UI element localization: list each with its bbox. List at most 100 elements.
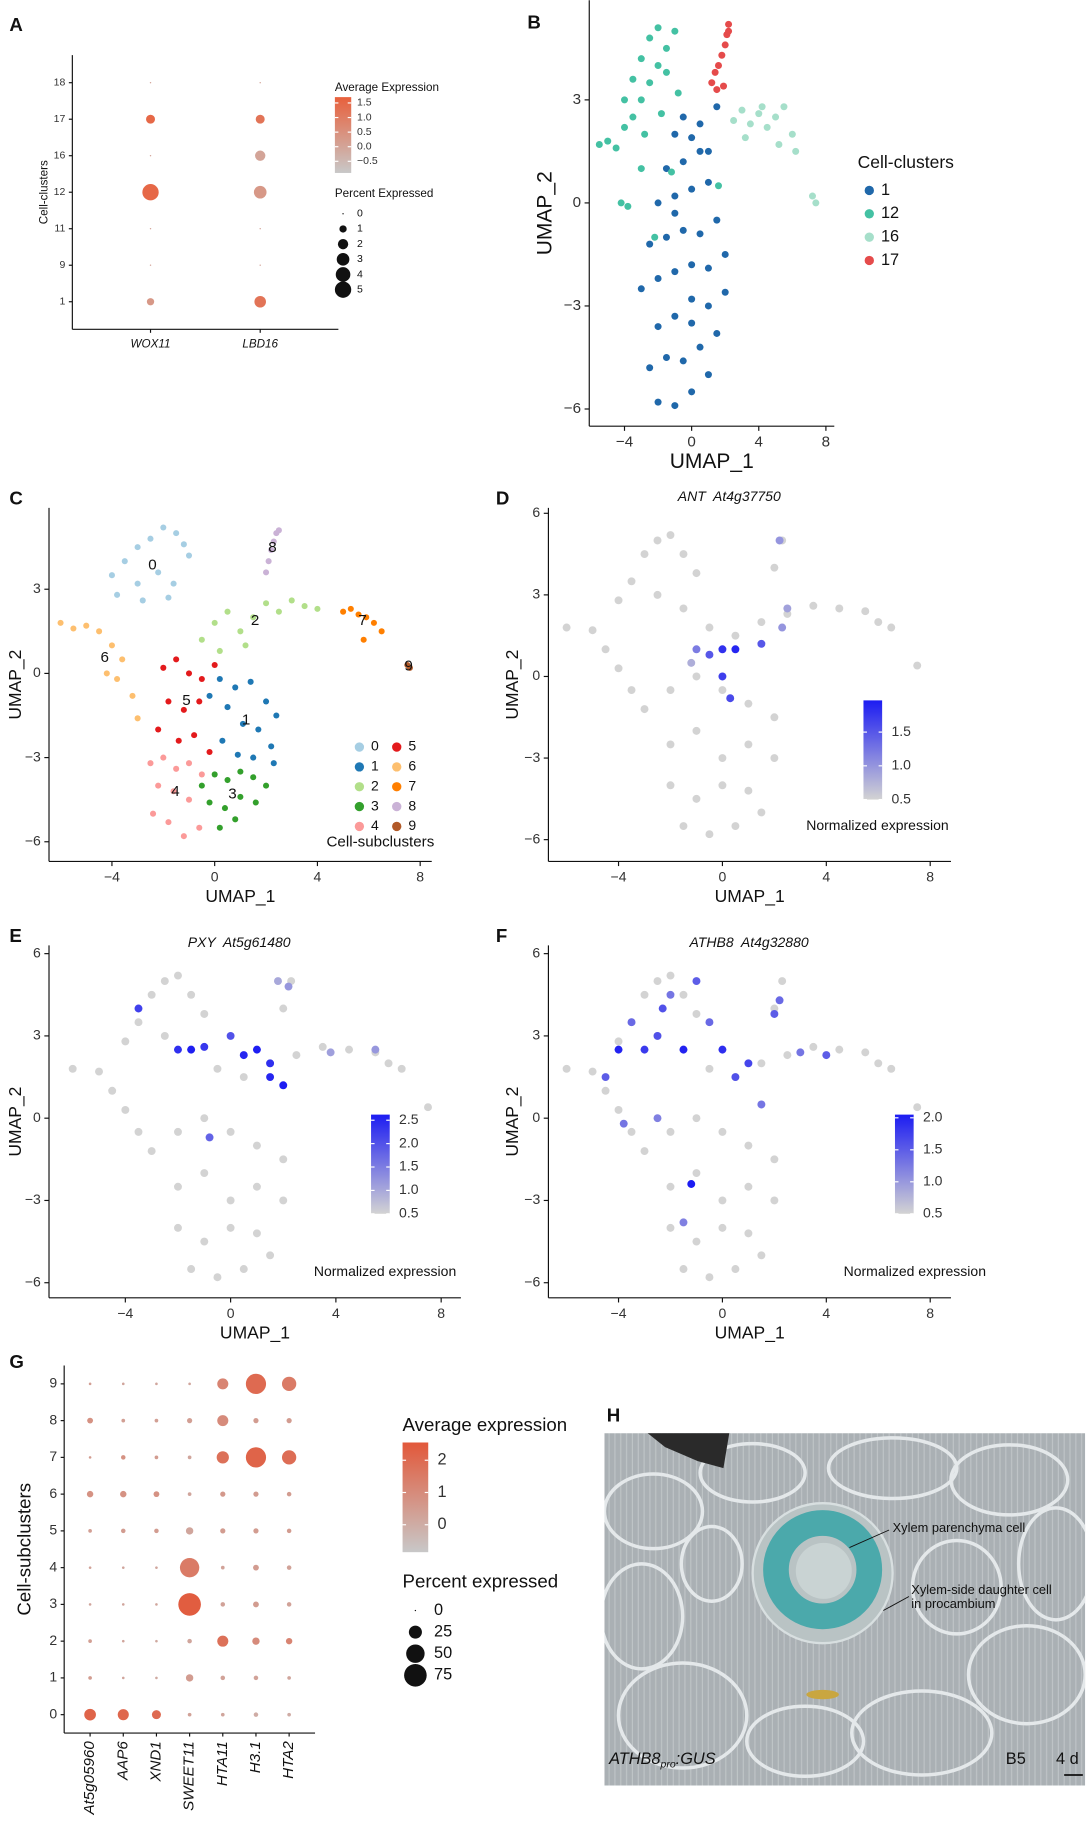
x-tick-label: 8 <box>437 1305 445 1321</box>
cell-point <box>237 768 244 775</box>
cell-point <box>150 810 157 817</box>
cell-point <box>173 656 180 663</box>
cell-point <box>744 699 753 708</box>
colorbar-title: Average Expression <box>335 81 439 94</box>
size-legend-title: Percent expressed <box>403 1570 559 1591</box>
x-tick-label: 0 <box>719 1305 727 1321</box>
cell-point <box>704 302 712 310</box>
cell-point <box>835 604 844 613</box>
y-tick-label: 0 <box>532 667 540 683</box>
cell-point <box>704 147 712 155</box>
cluster-label: 1 <box>242 711 250 728</box>
cell-point <box>234 751 241 758</box>
cell-point <box>219 737 226 744</box>
y-tick-label: 3 <box>573 91 581 108</box>
cell-point <box>654 323 662 331</box>
cell-point <box>629 113 637 121</box>
x-tick-label: 0 <box>719 868 727 884</box>
cell-point <box>704 178 712 186</box>
expression-dot <box>121 1566 125 1569</box>
cell-point <box>835 1045 844 1054</box>
cell-point <box>301 603 308 610</box>
x-tick-label: 0 <box>211 868 219 884</box>
expression-dot <box>185 1674 194 1682</box>
expression-dot <box>216 1451 229 1464</box>
cell-point <box>216 675 223 683</box>
expression-dot <box>286 1602 292 1607</box>
cell-point <box>119 656 126 663</box>
colorbar-title: Normalized expression <box>314 1263 456 1279</box>
cell-point <box>226 1127 235 1136</box>
size-legend-label: 5 <box>357 283 363 295</box>
expressing-cell <box>279 1081 288 1090</box>
cell-point <box>279 1196 288 1205</box>
y-tick-label: 1 <box>59 296 65 308</box>
cell-point <box>666 531 675 540</box>
x-tick-label: 8 <box>416 868 424 884</box>
cell-point <box>160 977 169 986</box>
legend-label: 1 <box>881 181 890 199</box>
cell-point <box>187 990 196 999</box>
cell-point <box>266 1251 275 1260</box>
cell-point <box>134 1127 143 1136</box>
expression-dot <box>154 1528 159 1534</box>
cell-point <box>763 123 771 131</box>
expressing-cell <box>205 1133 214 1142</box>
cell-point <box>378 628 385 635</box>
expression-dot <box>220 1491 226 1497</box>
cell-point <box>239 720 246 727</box>
expression-dot <box>220 1675 226 1681</box>
colorbar-label: −0.5 <box>357 155 378 167</box>
colorbar <box>334 97 352 173</box>
y-tick-label: −6 <box>25 832 41 848</box>
cell-point <box>679 604 688 613</box>
cell-point <box>714 62 722 70</box>
cell-point <box>206 692 213 699</box>
cell-point <box>614 596 623 605</box>
size-legend-label: 75 <box>434 1666 452 1684</box>
cell-point <box>279 1155 288 1164</box>
cell-point <box>744 1182 753 1191</box>
cell-point <box>242 642 249 649</box>
cell-point <box>692 726 701 735</box>
x-tick-label: 4 <box>755 434 763 451</box>
cell-point <box>206 799 213 806</box>
expressing-cell <box>775 996 784 1005</box>
cluster-label: 7 <box>358 612 366 629</box>
cell-point <box>139 597 146 604</box>
expression-dot <box>220 1602 226 1607</box>
cell-point <box>640 550 649 559</box>
cell-point <box>165 594 172 601</box>
legend-swatch <box>392 742 402 752</box>
expression-dot <box>253 1418 259 1424</box>
cell-point <box>637 285 645 293</box>
annotation: Xylem parenchyma cell <box>893 1520 1026 1535</box>
cell-point <box>288 597 295 604</box>
expressing-cell <box>200 1042 209 1051</box>
cell-point <box>758 103 766 111</box>
expression-dot <box>217 1635 229 1647</box>
cell-point <box>679 158 687 166</box>
expression-dot <box>121 1455 126 1460</box>
expression-dot <box>155 1676 158 1680</box>
cell-point <box>185 670 193 677</box>
expression-dot <box>121 1418 126 1423</box>
cell-point <box>874 1059 883 1068</box>
cell-point <box>913 661 922 670</box>
size-legend-dot <box>406 1644 425 1663</box>
cell-point <box>679 822 688 831</box>
cell-point <box>268 743 275 750</box>
cell-point <box>640 990 649 999</box>
plot-title: PXY At5g61480 <box>188 934 291 950</box>
cell-point <box>213 1064 222 1073</box>
colorbar <box>402 1442 429 1553</box>
y-tick-label: 3 <box>33 580 41 596</box>
expression-dot <box>88 1603 92 1606</box>
cell-point <box>397 1064 406 1073</box>
expressing-cell <box>326 1048 335 1057</box>
cell-point <box>692 1114 701 1123</box>
y-tick-label: −3 <box>524 1191 540 1207</box>
expressing-cell <box>705 650 714 659</box>
cell-point <box>688 185 696 193</box>
